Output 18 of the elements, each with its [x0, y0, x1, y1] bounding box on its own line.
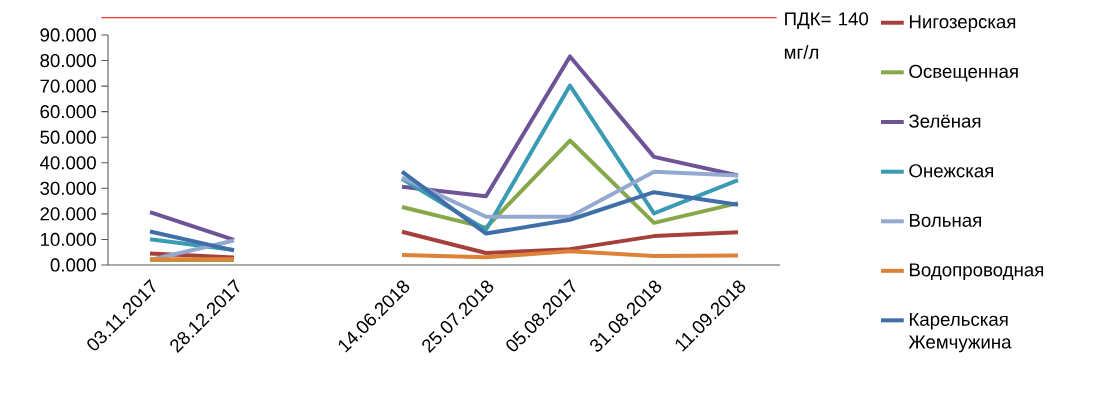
- y-tick-label: 20.000: [40, 207, 96, 221]
- legend-label: Освещенная: [909, 64, 1018, 82]
- legend-label: Карельская Жемчужина: [908, 312, 1012, 353]
- y-tick-label: 10.000: [40, 232, 96, 247]
- legend-label: Онежская: [909, 164, 994, 178]
- y-tick-label: 90.000: [40, 28, 96, 42]
- text: ПДК= 140 мг/л: [784, 12, 869, 59]
- legend-label: Зелёная: [909, 114, 981, 128]
- y-tick-label: 50.000: [40, 130, 96, 144]
- y-tick-label: 0.000: [50, 258, 96, 272]
- legend-label: Водопроводная: [909, 263, 1044, 281]
- y-tick-label: 40.000: [39, 156, 96, 170]
- y-tick-label: 80.000: [40, 53, 96, 68]
- y-tick-label: 30.000: [40, 181, 96, 195]
- legend-label: Вольная: [909, 213, 981, 227]
- legend-label: Нигозерская: [909, 15, 1016, 33]
- y-tick-label: 60.000: [40, 105, 96, 119]
- y-tick-label: 70.000: [40, 79, 96, 93]
